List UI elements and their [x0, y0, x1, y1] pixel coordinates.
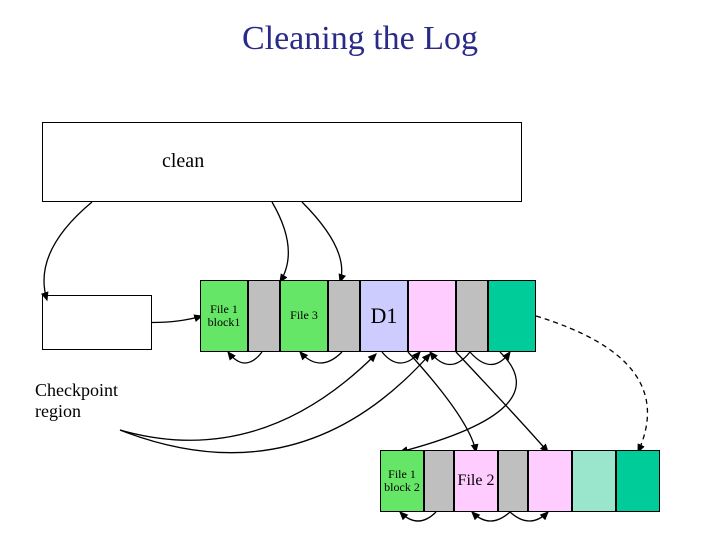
block	[488, 280, 536, 352]
block	[498, 450, 528, 512]
block	[424, 450, 454, 512]
block	[616, 450, 660, 512]
block: File 1 block 2	[380, 450, 424, 512]
block	[408, 280, 456, 352]
block	[328, 280, 360, 352]
block	[248, 280, 280, 352]
block	[456, 280, 488, 352]
block: File 2	[454, 450, 498, 512]
block	[528, 450, 572, 512]
clean-label: clean	[162, 150, 204, 173]
block	[572, 450, 616, 512]
checkpoint-box	[42, 295, 152, 350]
block: File 1 block1	[200, 280, 248, 352]
checkpoint-label: Checkpoint region	[35, 380, 118, 422]
block: File 3	[280, 280, 328, 352]
block: D1	[360, 280, 408, 352]
diagram-title: Cleaning the Log	[0, 20, 720, 58]
clean-box	[42, 122, 522, 202]
